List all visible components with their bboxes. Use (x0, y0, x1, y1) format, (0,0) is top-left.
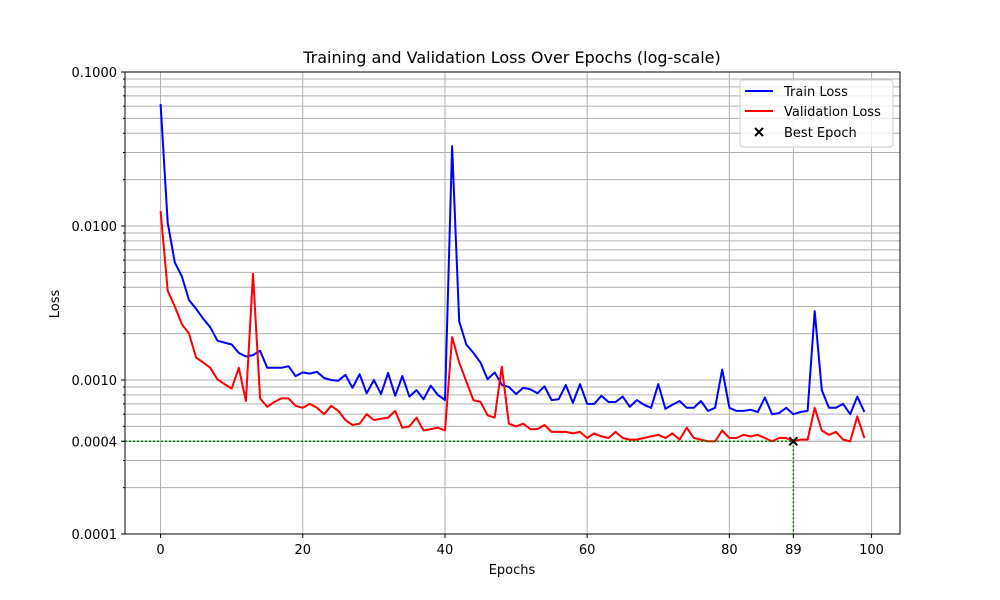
series-lines (159, 103, 866, 443)
best-epoch-marker (788, 436, 799, 446)
x-tick-label: 0 (156, 543, 164, 558)
x-tick-label: 20 (294, 543, 311, 558)
y-axis-ticks: 0.0001 0.0004 0.0010 0.0100 0.1000 (72, 66, 125, 543)
y-tick-label: 0.0004 (72, 435, 118, 450)
legend-best-epoch-x-icon (754, 127, 764, 137)
x-tick-label: 40 (437, 543, 454, 558)
validation-loss-line (159, 211, 866, 443)
x-axis-label: Epochs (489, 563, 536, 578)
grid (125, 71, 900, 535)
legend-box (739, 79, 894, 148)
x-tick-label: 80 (721, 543, 738, 558)
plot-frame (124, 71, 901, 535)
legend-validation-loss-label: Validation Loss (784, 105, 881, 120)
legend-train-loss-label: Train Loss (783, 85, 848, 100)
x-tick-label: 60 (579, 543, 596, 558)
x-tick-label: 89 (785, 543, 802, 558)
y-tick-label: 0.0010 (72, 374, 118, 389)
y-tick-label: 0.1000 (72, 66, 118, 81)
x-axis-ticks: 0 20 40 60 80 89 100 (156, 534, 884, 558)
chart-title: Training and Validation Loss Over Epochs… (302, 48, 721, 67)
train-loss-line (159, 103, 866, 416)
best-epoch-markers (125, 436, 799, 534)
legend: Train Loss Validation Loss Best Epoch (739, 79, 894, 148)
legend-best-epoch-label: Best Epoch (784, 126, 857, 141)
x-tick-label: 100 (859, 543, 884, 558)
y-tick-label: 0.0001 (72, 528, 118, 543)
y-axis-label: Loss (48, 290, 63, 319)
legend-best-epoch-marker (754, 127, 764, 137)
y-tick-label: 0.0100 (72, 220, 118, 235)
